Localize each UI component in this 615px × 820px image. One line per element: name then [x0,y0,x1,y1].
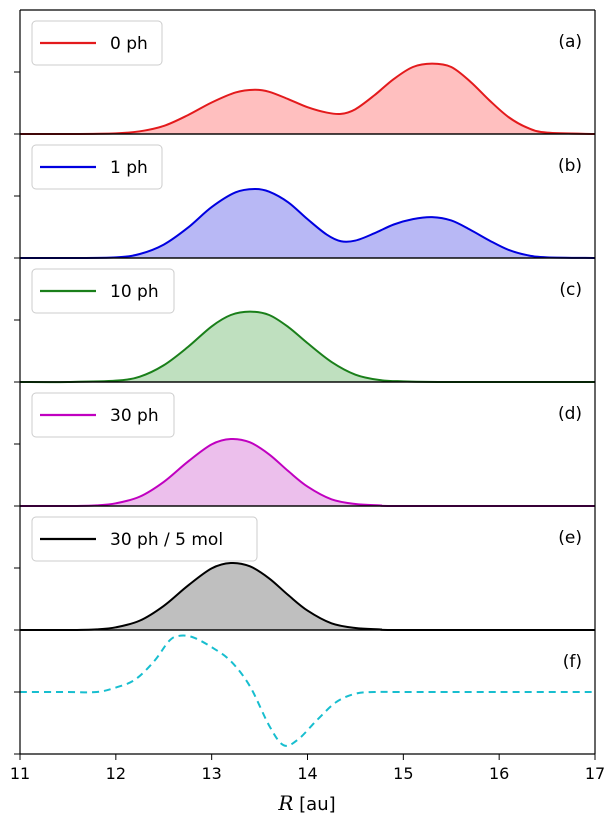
legend-label: 1 ph [110,158,148,178]
series-line-d [19,437,596,508]
legend-label: 30 ph / 5 mol [110,530,223,550]
panel-label: (d) [558,404,582,424]
panel-d: (d) 30 ph [14,381,596,508]
series-line-f [20,634,595,747]
legend-label: 10 ph [110,282,159,302]
legend-label: 30 ph [110,406,159,426]
legend-box [31,144,163,190]
x-tick-label: 15 [393,764,413,783]
panel-label: (a) [558,32,582,52]
x-tick-label: 17 [585,764,605,783]
panels: (a) 0 ph (b) 1 ph (c) 10 ph (d) 30 ph (e) 30 ph /… [14,9,596,755]
panel-label: (b) [558,156,582,176]
area-fill-e [20,562,595,631]
legend-box [31,516,258,562]
legend-label: 0 ph [110,34,148,54]
legend-box [31,392,175,438]
series-line-e [19,561,596,632]
panel-f: (f) [14,629,596,755]
panel-label: (f) [563,652,582,672]
panel-b: (b) 1 ph [14,133,596,260]
area-fill-a [20,63,595,135]
x-tick-label: 13 [201,764,221,783]
legend-box [31,20,163,66]
series-line-c [19,310,596,384]
series-line-b [19,187,596,260]
x-tick-label: 12 [106,764,126,783]
x-tick-label: 14 [297,764,317,783]
series-line-a [19,62,596,136]
area-fill-c [20,311,595,383]
x-tick-label: 16 [489,764,509,783]
panel-c: (c) 10 ph [14,257,596,384]
area-fill-d [20,438,595,507]
panel-e: (e) 30 ph / 5 mol [14,505,596,632]
panel-label: (e) [558,528,582,548]
panel-label: (c) [559,280,582,300]
panel-a: (a) 0 ph [14,9,596,136]
legend-box [31,268,175,314]
x-axis-ticks: 11 12 13 14 15 16 17 [10,754,605,783]
x-tick-label: 11 [10,764,30,783]
area-fill-b [20,188,595,259]
x-axis-label: R [au] [277,791,335,815]
